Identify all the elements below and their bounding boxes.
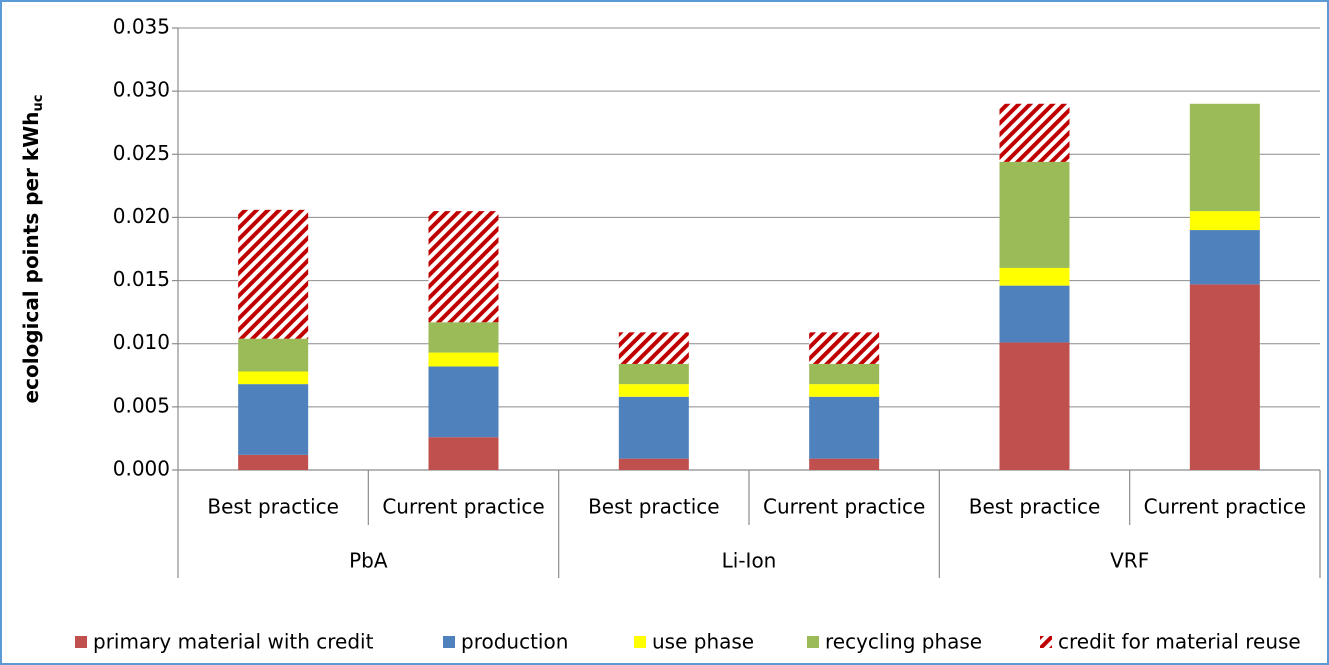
y-tick-label: 0.015 bbox=[113, 267, 170, 291]
y-axis-label: ecological points per kWhuc bbox=[19, 95, 46, 404]
legend-swatch bbox=[1040, 636, 1052, 648]
legend-label: use phase bbox=[652, 630, 754, 654]
group-label: PbA bbox=[349, 549, 388, 573]
x-tick-label: Best practice bbox=[207, 495, 339, 519]
bar-segment bbox=[428, 322, 499, 353]
bar-segment bbox=[238, 209, 309, 339]
x-tick-label: Current practice bbox=[1144, 495, 1306, 519]
bar-segment bbox=[1189, 103, 1260, 212]
x-tick-label: Best practice bbox=[969, 495, 1101, 519]
y-tick-label: 0.030 bbox=[113, 78, 170, 102]
bar-segment bbox=[1189, 211, 1260, 231]
group-label: Li-Ion bbox=[722, 549, 777, 573]
bar-segment bbox=[809, 332, 880, 364]
legend-label: primary material with credit bbox=[93, 630, 374, 654]
bar-segment bbox=[238, 454, 309, 470]
group-label: VRF bbox=[1110, 549, 1149, 573]
bar-segment bbox=[618, 396, 689, 459]
bar-segment bbox=[238, 371, 309, 385]
bar-segment bbox=[1189, 230, 1260, 285]
bar-segment bbox=[428, 437, 499, 470]
bar-segment bbox=[618, 363, 689, 385]
legend-swatch bbox=[807, 636, 819, 648]
bar-segment bbox=[428, 366, 499, 438]
legend-swatch bbox=[75, 636, 87, 648]
y-tick-label: 0.000 bbox=[113, 457, 170, 481]
bar-segment bbox=[618, 384, 689, 397]
y-tick-label: 0.025 bbox=[113, 141, 170, 165]
y-axis-label-sub: uc bbox=[31, 95, 46, 112]
legend-label: production bbox=[461, 630, 568, 654]
bar-segment bbox=[999, 285, 1070, 343]
y-tick-label: 0.020 bbox=[113, 204, 170, 228]
bar-segment bbox=[999, 267, 1070, 286]
bar-segment bbox=[999, 103, 1070, 162]
legend-label: credit for material reuse bbox=[1058, 630, 1301, 654]
bar-segment bbox=[809, 458, 880, 470]
bar-segment bbox=[809, 384, 880, 397]
bar-segment bbox=[809, 363, 880, 385]
y-tick-label: 0.010 bbox=[113, 330, 170, 354]
bar-segment bbox=[999, 342, 1070, 470]
x-tick-label: Current practice bbox=[382, 495, 544, 519]
y-tick-label: 0.035 bbox=[113, 15, 170, 39]
legend-swatch bbox=[634, 636, 646, 648]
bar-segment bbox=[1189, 284, 1260, 470]
bar-segment bbox=[428, 211, 499, 323]
bar-segment bbox=[809, 396, 880, 459]
x-tick-label: Best practice bbox=[588, 495, 720, 519]
y-tick-label: 0.005 bbox=[113, 393, 170, 417]
bar-segment bbox=[999, 161, 1070, 268]
bar-segment bbox=[238, 384, 309, 455]
bar-segment bbox=[618, 332, 689, 364]
bar-segment bbox=[428, 352, 499, 367]
bar-segment bbox=[618, 458, 689, 470]
x-tick-label: Current practice bbox=[763, 495, 925, 519]
legend-swatch bbox=[443, 636, 455, 648]
y-axis-label-main: ecological points per kWh bbox=[19, 111, 43, 403]
bar-segment bbox=[238, 338, 309, 372]
legend-label: recycling phase bbox=[825, 630, 982, 654]
